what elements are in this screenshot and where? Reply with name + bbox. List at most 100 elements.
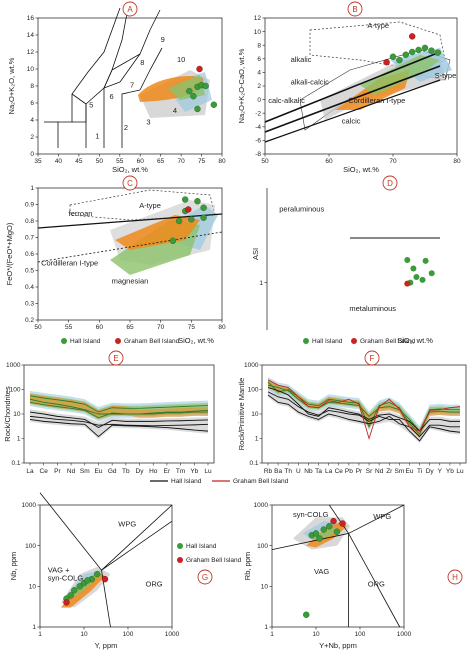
panel-e-ytick-label: 100 — [10, 387, 21, 394]
graham-bell-point — [404, 280, 411, 287]
panel-a-xtick-label: 80 — [218, 158, 226, 165]
panel-c-field-label: Cordilleran I-type — [41, 259, 98, 268]
hall-green-line — [29, 401, 208, 419]
panel-b-field-label: calc-alkalic — [268, 96, 305, 105]
hall-green-line — [29, 395, 209, 413]
graham-bell-point — [196, 65, 203, 73]
panel-a-ytick-label: 12 — [27, 49, 35, 56]
panel-c-ytick-label: 0.9 — [25, 202, 34, 209]
panel-a-ytick-label: 14 — [27, 32, 35, 39]
panel-g-ytick-label: 10 — [29, 584, 37, 591]
panel-a-field-label: 10 — [177, 55, 185, 64]
hall-island-point — [396, 56, 403, 64]
panel-b-ytick-label: -2 — [255, 110, 261, 117]
panel-a-xtick-label: 65 — [157, 158, 165, 165]
panel-c-xtick-label: 55 — [65, 324, 73, 331]
panel-g-xtick-label: 1000 — [165, 631, 180, 638]
panel-f-xtick-label: Zr — [386, 468, 393, 475]
legend-g-graham: Graham Bell Island — [186, 557, 242, 564]
panel-a-xtick-label: 60 — [137, 158, 145, 165]
graham-bell-point — [63, 599, 70, 606]
panel-h-ytick-label: 10 — [261, 584, 269, 591]
panel-h-xtick-label: 10 — [312, 631, 320, 638]
panel-f-xtick-label: Nd — [375, 468, 384, 475]
panel-f-xtick-label: Eu — [405, 468, 413, 475]
panel-e-ytick-label: 1000 — [6, 362, 21, 369]
panel-e-xtick-label: Er — [164, 468, 171, 475]
panel-e-ytick-label: 1 — [17, 436, 21, 443]
panel-a-field-label: 8 — [140, 58, 144, 67]
panel-g-letter: G — [202, 573, 208, 582]
panel-h-ylabel: Rb, ppm — [243, 552, 252, 580]
panel-e-xtick-label: Tm — [176, 468, 185, 475]
panel-e-letter: E — [113, 354, 118, 363]
panel-c-xtick-label: 50 — [34, 324, 42, 331]
panel-h-ytick-label: 100 — [257, 543, 268, 550]
hall-island-point — [312, 530, 320, 537]
hall-island-point — [188, 216, 195, 223]
panel-f-xtick-label: Ti — [417, 468, 422, 475]
legend-d-hall: Hall Island — [312, 338, 343, 345]
panel-f-xtick-label: Ce — [335, 468, 344, 475]
panel-h-xtick-label: 1000 — [397, 631, 412, 638]
panel-c-xtick-label: 70 — [157, 324, 165, 331]
hall-island-point — [316, 535, 323, 542]
panel-a-field-label: 7 — [130, 81, 134, 90]
panel-b-xlabel: SiO₂, wt.% — [343, 165, 379, 174]
panel-d-field-label: metaluminous — [349, 304, 396, 313]
panel-c-xlabel: SiO₂, wt.% — [178, 336, 214, 345]
hall-island-point — [200, 214, 207, 221]
panel-a-ytick-label: 0 — [30, 151, 34, 158]
panel-f-xtick-label: Sr — [366, 468, 373, 475]
panel-f-xtick-label: Ta — [315, 468, 322, 475]
panel-a-field-green — [168, 75, 205, 100]
panel-h-boundary — [328, 504, 349, 534]
panel-h-field-label: ORG — [368, 579, 385, 588]
panel-e-xtick-label: Eu — [94, 468, 102, 475]
panel-h-field-label: syn-COLG — [293, 510, 329, 519]
panel-h-boundary — [348, 504, 405, 534]
panel-b-field-label: alkali-calcic — [291, 78, 330, 87]
panel-f-xtick-label: Nb — [304, 468, 313, 475]
panel-f-xtick-label: U — [296, 468, 301, 475]
panel-c: 50 55 60 65 70 75 800.20.30.40.50.60.70.80.91 … — [5, 175, 226, 345]
hall-island-point — [67, 592, 74, 599]
graham-bell-point — [383, 59, 390, 66]
panel-g-xtick-label: 10 — [80, 631, 88, 638]
hall-island-point — [409, 48, 416, 56]
panel-e-xtick-label: La — [26, 468, 34, 475]
panel-a-xtick-label: 35 — [34, 158, 42, 165]
hall-island-point — [194, 197, 201, 205]
panel-a-ytick-label: 6 — [30, 100, 34, 107]
hall-island-point — [413, 273, 420, 280]
panel-a-field-label: 4 — [173, 106, 177, 115]
graham-bell-point — [101, 575, 109, 583]
panel-c-letter: C — [127, 179, 133, 188]
panel-b-ytick-label: -6 — [255, 138, 261, 145]
legend-c-hall: Hall Island — [70, 338, 101, 345]
panel-b-xtick-label: 60 — [325, 158, 333, 165]
panel-g-boundary — [101, 504, 173, 571]
panel-d-ytick-label: 1 — [259, 280, 263, 287]
panel-a-field-label: 1 — [95, 132, 99, 141]
panel-g: 1 10 100 1000 1 10 100 1000 WPG VAG +syn-COLG ORG… — [9, 492, 242, 650]
panel-h-xtick-label: 100 — [355, 631, 366, 638]
hall-island-point — [422, 257, 429, 264]
panel-h-xlabel: Y+Nb, ppm — [319, 641, 357, 650]
panel-f-ytick-label: 1000 — [244, 362, 259, 369]
panel-b-field-label: calcic — [342, 116, 361, 125]
panel-e-xtick-label: Ho — [149, 468, 158, 475]
panel-c-field-label: A-type — [139, 201, 161, 210]
panel-e-xtick-label: Yb — [190, 468, 198, 475]
hall-black-line — [29, 411, 209, 429]
panel-a-field-label: 5 — [89, 100, 93, 109]
panel-h-field-label: VAG — [314, 567, 329, 576]
panel-g-ylabel: Nb, ppm — [9, 552, 18, 580]
panel-a-xtick-label: 55 — [116, 158, 124, 165]
panel-b-letter: B — [352, 5, 357, 14]
panel-b-ylabel: Na₂O+K₂O-CaO, wt.% — [237, 48, 246, 123]
hall-island-point — [71, 587, 78, 594]
panel-f-xtick-label: Dy — [426, 468, 435, 475]
panel-c-ytick-label: 0.7 — [25, 235, 34, 242]
